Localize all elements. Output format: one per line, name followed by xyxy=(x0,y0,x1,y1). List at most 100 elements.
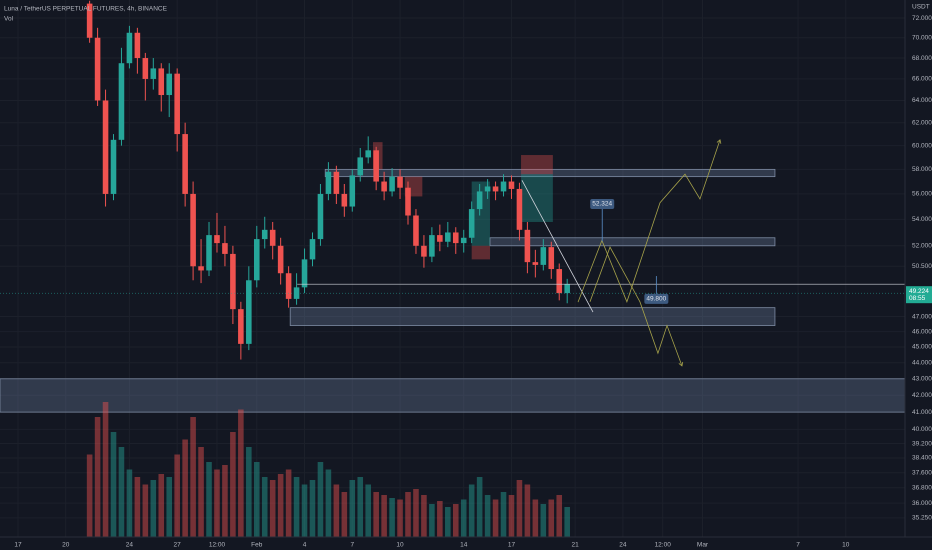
volume-bar xyxy=(389,498,395,537)
candle-body xyxy=(182,134,188,194)
candle-body xyxy=(206,235,212,271)
x-tick-label: 24 xyxy=(619,542,627,549)
candle-body xyxy=(437,235,443,242)
x-tick-label: 21 xyxy=(572,542,580,549)
x-tick-label: 12:00 xyxy=(655,542,672,549)
volume-bar xyxy=(293,477,300,537)
y-tick-label: 47.000 xyxy=(912,313,932,320)
candle-body xyxy=(126,32,133,64)
candle-body xyxy=(413,215,419,246)
volume-bar xyxy=(540,504,547,537)
projection-path xyxy=(589,246,683,367)
candle-body xyxy=(516,188,523,230)
y-tick-label: 64.000 xyxy=(912,97,932,104)
y-tick-label: 54.000 xyxy=(912,216,932,223)
candle-body xyxy=(460,237,467,244)
y-tick-label: 50.500 xyxy=(912,263,932,270)
plot: 52.324 49.800 xyxy=(0,0,906,537)
volume-bar xyxy=(397,499,403,537)
volume-bar xyxy=(277,474,284,537)
candle-body xyxy=(150,68,157,79)
volume-bar xyxy=(174,454,180,537)
volume-bar xyxy=(230,432,236,537)
candle-body xyxy=(429,235,435,257)
trendline xyxy=(521,180,594,313)
annotation-label: 49.800 xyxy=(646,296,666,303)
volume-bar xyxy=(500,492,507,537)
zone xyxy=(489,237,776,247)
volume-bar xyxy=(524,484,531,537)
volume-bar xyxy=(325,469,332,537)
volume-bar xyxy=(429,504,435,537)
candle-body xyxy=(94,37,101,101)
candle-body xyxy=(445,232,451,242)
volume-bar xyxy=(142,484,149,537)
x-tick-label: 7 xyxy=(796,542,800,549)
candle-body xyxy=(508,181,515,189)
y-tick-label: 70.000 xyxy=(912,34,932,41)
y-tick-label: 46.000 xyxy=(912,328,932,335)
volume-bar xyxy=(357,477,364,537)
volume-bar xyxy=(317,462,324,537)
y-tick-label: 35.250 xyxy=(912,515,932,522)
y-tick-label: 60.000 xyxy=(912,142,932,149)
candle-body xyxy=(532,262,539,265)
last-price-label: 49.224 xyxy=(909,288,929,295)
candle-body xyxy=(468,209,475,238)
annotation-box xyxy=(590,198,615,209)
volume-bar xyxy=(413,489,419,537)
y-tick-label: 44.000 xyxy=(912,359,932,366)
position-box xyxy=(471,245,490,260)
x-tick-label: 10 xyxy=(396,542,404,549)
candle-body xyxy=(397,176,403,188)
candle-body xyxy=(269,229,276,246)
volume-bar xyxy=(246,447,252,537)
y-tick-label: 39.200 xyxy=(912,440,932,447)
candle-body xyxy=(333,171,340,194)
candle-body xyxy=(556,269,563,294)
volume-bar xyxy=(460,499,467,537)
y-tick-label: 38.400 xyxy=(912,455,932,462)
zone xyxy=(289,307,776,326)
countdown-label: 08:55 xyxy=(909,295,926,302)
volume-bar xyxy=(341,492,348,537)
volume-bar xyxy=(381,495,387,537)
x-tick-label: 17 xyxy=(14,542,22,549)
volume-bar xyxy=(484,495,491,537)
chart-title: Luna / TetherUS PERPETUAL FUTURES, 4h, B… xyxy=(4,6,168,13)
volume-bar xyxy=(182,439,188,537)
x-tick-label: 24 xyxy=(126,542,134,549)
volume-bar xyxy=(134,477,141,537)
candle-body xyxy=(309,239,316,260)
volume-bar xyxy=(508,495,515,537)
volume-bar xyxy=(214,469,220,537)
candle-body xyxy=(452,232,459,244)
volume-bar xyxy=(110,432,117,537)
volume-bar xyxy=(126,469,133,537)
grid xyxy=(0,0,905,537)
y-tick-label: 36.000 xyxy=(912,500,932,507)
volume-bar xyxy=(468,484,475,537)
annotation-box xyxy=(644,293,669,304)
annotation-label: 52.324 xyxy=(592,201,612,208)
y-tick-label: 56.000 xyxy=(912,191,932,198)
candle-body xyxy=(293,287,300,299)
zone xyxy=(324,168,776,178)
volume-bar xyxy=(492,499,499,537)
volume-bar xyxy=(516,480,523,537)
candle-body xyxy=(253,239,260,281)
volume-bar xyxy=(405,492,411,537)
volume-bar xyxy=(476,477,483,537)
candle-body xyxy=(405,187,411,216)
candle-body xyxy=(365,150,371,158)
volume-bar xyxy=(564,507,570,537)
volume-bar xyxy=(198,447,204,537)
volume-bar xyxy=(190,417,196,537)
x-tick-label: 20 xyxy=(62,542,70,549)
candle-body xyxy=(190,193,196,267)
candle-body xyxy=(261,229,268,240)
y-tick-label: 66.000 xyxy=(912,76,932,83)
x-tick-label: Mar xyxy=(697,542,709,549)
